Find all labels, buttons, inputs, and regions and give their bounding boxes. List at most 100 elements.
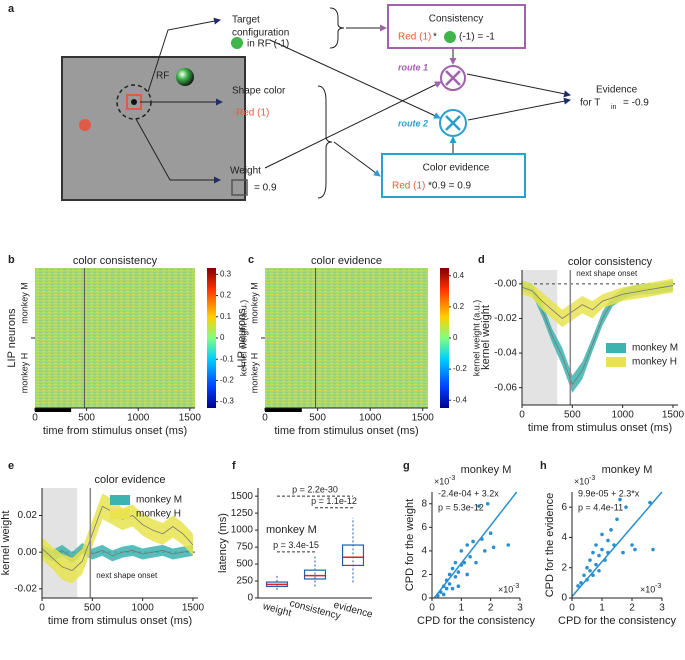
point	[447, 572, 452, 577]
target-label: Target	[232, 15, 260, 26]
point	[444, 586, 449, 591]
x-tick-label: 2	[488, 603, 494, 614]
x-tick-label: 3	[659, 603, 665, 614]
p-value: p = 1.1e-12	[311, 496, 357, 506]
y-tick-label: 0	[421, 593, 427, 604]
legend-label: monkey M	[632, 343, 678, 354]
colorbar-tick-label: 0	[453, 333, 458, 342]
x-tick-label: 1500	[179, 413, 202, 424]
p-value: p = 3.4e-15	[273, 540, 319, 550]
point	[600, 547, 604, 552]
panel-label: d	[478, 254, 485, 266]
annotation: monkey M	[266, 524, 317, 536]
chart-title: color evidence	[95, 474, 166, 486]
error-band	[522, 280, 673, 393]
colorbar-tick-label: -0.2	[220, 376, 234, 385]
x-tick-label: 3	[517, 603, 523, 614]
annotation: next shape onset	[576, 269, 638, 278]
y-tick-label: 750	[236, 542, 253, 553]
row-label: monkey M	[249, 282, 259, 324]
y-axis-label: latency (ms)	[217, 513, 229, 573]
colorbar-tick-label: -0.2	[453, 364, 467, 373]
fixation	[131, 99, 137, 105]
shape-color: Shape color	[232, 86, 286, 97]
line	[521, 285, 674, 319]
x-axis-label: CPD for the consistency	[558, 615, 676, 627]
arrow	[269, 39, 441, 119]
colorbar-label: kernel weight (a.u.)	[238, 300, 248, 377]
point	[648, 500, 652, 505]
box	[341, 544, 365, 567]
consistency-box	[387, 4, 526, 49]
error-band	[42, 543, 193, 564]
heatmap	[265, 268, 428, 408]
point	[447, 582, 452, 586]
chart-title: monkey M	[461, 464, 512, 476]
y-tick-label: 2	[421, 569, 427, 580]
x-tick-label: 500	[78, 413, 95, 424]
y-exponent: ×10	[574, 476, 589, 486]
chart-title: monkey M	[602, 464, 653, 476]
legend-swatch	[606, 343, 626, 353]
point	[453, 560, 458, 565]
weight-square	[231, 179, 248, 196]
point	[462, 560, 467, 565]
point	[651, 547, 655, 552]
colorbar-tick-label: -0.1	[220, 354, 234, 363]
point	[468, 554, 472, 559]
x-tick-label: 0	[39, 603, 45, 614]
colorbar-tick-label: 0.2	[453, 302, 465, 311]
x-axis-label: time from stimulus onset (ms)	[274, 425, 418, 437]
y-tick-label: 1250	[231, 508, 254, 519]
point	[483, 549, 487, 553]
diagram: a RF Target configuration in RF (-1) Sha…	[8, 3, 649, 201]
point	[591, 573, 595, 578]
colorbar-tick-label: 0	[220, 333, 225, 342]
rf-target	[176, 68, 194, 86]
route-label: route 1	[398, 62, 428, 72]
x-tick-label: 1	[599, 603, 605, 614]
x-tick-label: 0	[32, 413, 38, 424]
x-tick-label: 0	[569, 603, 575, 614]
arrow	[333, 141, 381, 177]
x-tick-label: weight	[261, 601, 293, 619]
legend-swatch	[606, 357, 626, 367]
consistency-rest: (-1) = -1	[459, 32, 495, 43]
fit-label: 9.9e-05 + 2.3*x	[578, 488, 640, 498]
evidence-rest: *0.9 = 0.9	[428, 181, 472, 192]
y-axis-label: kernel weight	[0, 511, 12, 576]
point	[491, 545, 496, 550]
point	[465, 543, 470, 547]
p-label: p = 5.3e-12	[438, 502, 484, 512]
x-tick-label: 2	[629, 603, 635, 614]
arrow	[147, 17, 221, 93]
x-tick-label: 1500	[662, 410, 685, 421]
point	[465, 572, 470, 577]
y-tick-label: 8	[421, 498, 427, 509]
panel-label: b	[8, 254, 15, 266]
arrow	[467, 97, 571, 121]
point	[441, 592, 446, 597]
row-label: monkey H	[19, 353, 29, 394]
point	[474, 560, 478, 565]
y-exponent: ×10	[434, 476, 449, 486]
fit-line	[433, 491, 518, 599]
heatmap	[35, 268, 195, 408]
y-exponent-power: -3	[449, 475, 455, 482]
point	[624, 505, 628, 509]
line	[41, 548, 194, 559]
colorbar-tick-label: 0.3	[220, 269, 232, 278]
point	[633, 547, 637, 552]
multiply-x	[445, 115, 461, 131]
row-label: monkey H	[249, 353, 259, 394]
error-band	[522, 278, 673, 328]
point	[585, 565, 589, 570]
point	[606, 538, 610, 543]
stimulus-bar	[265, 408, 302, 412]
p-value: p = 2.2e-30	[292, 485, 338, 495]
x-tick-label: 0	[519, 410, 525, 421]
x-exponent: ×10	[640, 584, 655, 594]
x-tick-label: 500	[564, 410, 581, 421]
x-tick-label: 1000	[132, 603, 155, 614]
y-axis-label: CPD for the weight	[404, 499, 416, 591]
